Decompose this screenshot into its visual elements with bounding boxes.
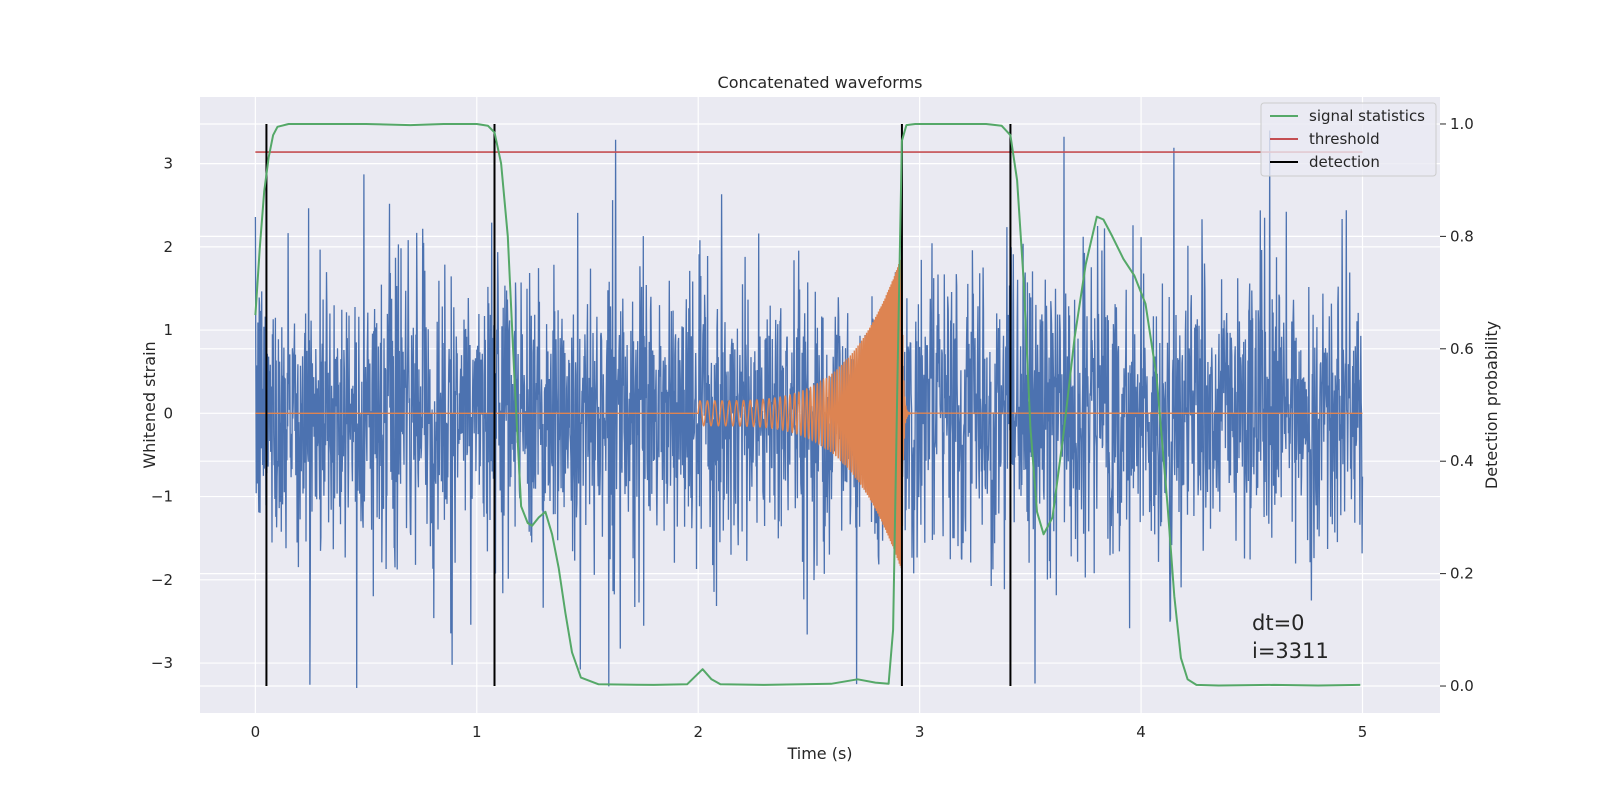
x-tick-label: 1: [472, 723, 482, 741]
x-tick-label: 2: [693, 723, 703, 741]
data-layer: [254, 123, 1364, 689]
chart-title: Concatenated waveforms: [718, 73, 923, 92]
legend: signal statistics threshold detection: [1260, 102, 1437, 177]
x-tick-label: 4: [1136, 723, 1146, 741]
signal-statistics-line: [254, 123, 1361, 687]
legend-label-threshold: threshold: [1309, 130, 1380, 148]
y2-tick-label: 0.8: [1450, 227, 1474, 245]
y2-tick-label: 1.0: [1450, 115, 1474, 133]
x-tick-label: 0: [251, 723, 261, 741]
x-axis-label: Time (s): [786, 744, 852, 763]
y2-tick-label: 0.6: [1450, 340, 1474, 358]
y2-axis-label: Detection probability: [1482, 321, 1501, 489]
x-tick-label: 3: [915, 723, 925, 741]
y2-tick-label: 0.0: [1450, 677, 1474, 695]
y-tick-label: −1: [151, 488, 173, 506]
y-tick-label: 1: [163, 321, 173, 339]
y2-tick-label: 0.2: [1450, 565, 1474, 583]
noise-trace: [254, 130, 1364, 689]
legend-label-signal-statistics: signal statistics: [1309, 107, 1425, 125]
y-tick-label: 2: [163, 238, 173, 256]
injected-waveform-trace: [255, 256, 1363, 569]
tick-layer: 0 1 2 3 4 5 −3 −2 −1 0 1 2 3 0.0 0.2 0.4 0.6 0.8 1.0: [151, 115, 1474, 741]
legend-label-detection: detection: [1309, 153, 1380, 171]
annotation-dt: dt=0: [1252, 611, 1305, 635]
y2-tick-label: 0.4: [1450, 452, 1474, 470]
grid-layer: [200, 97, 1440, 713]
y-axis-label: Whitened strain: [140, 341, 159, 468]
x-tick-label: 5: [1358, 723, 1368, 741]
y-tick-label: 0: [163, 404, 173, 422]
annotation-i: i=3311: [1252, 639, 1329, 663]
y-tick-label: 3: [163, 155, 173, 173]
y-tick-label: −2: [151, 571, 173, 589]
legend-box: [1260, 102, 1437, 177]
y-tick-label: −3: [151, 654, 173, 672]
